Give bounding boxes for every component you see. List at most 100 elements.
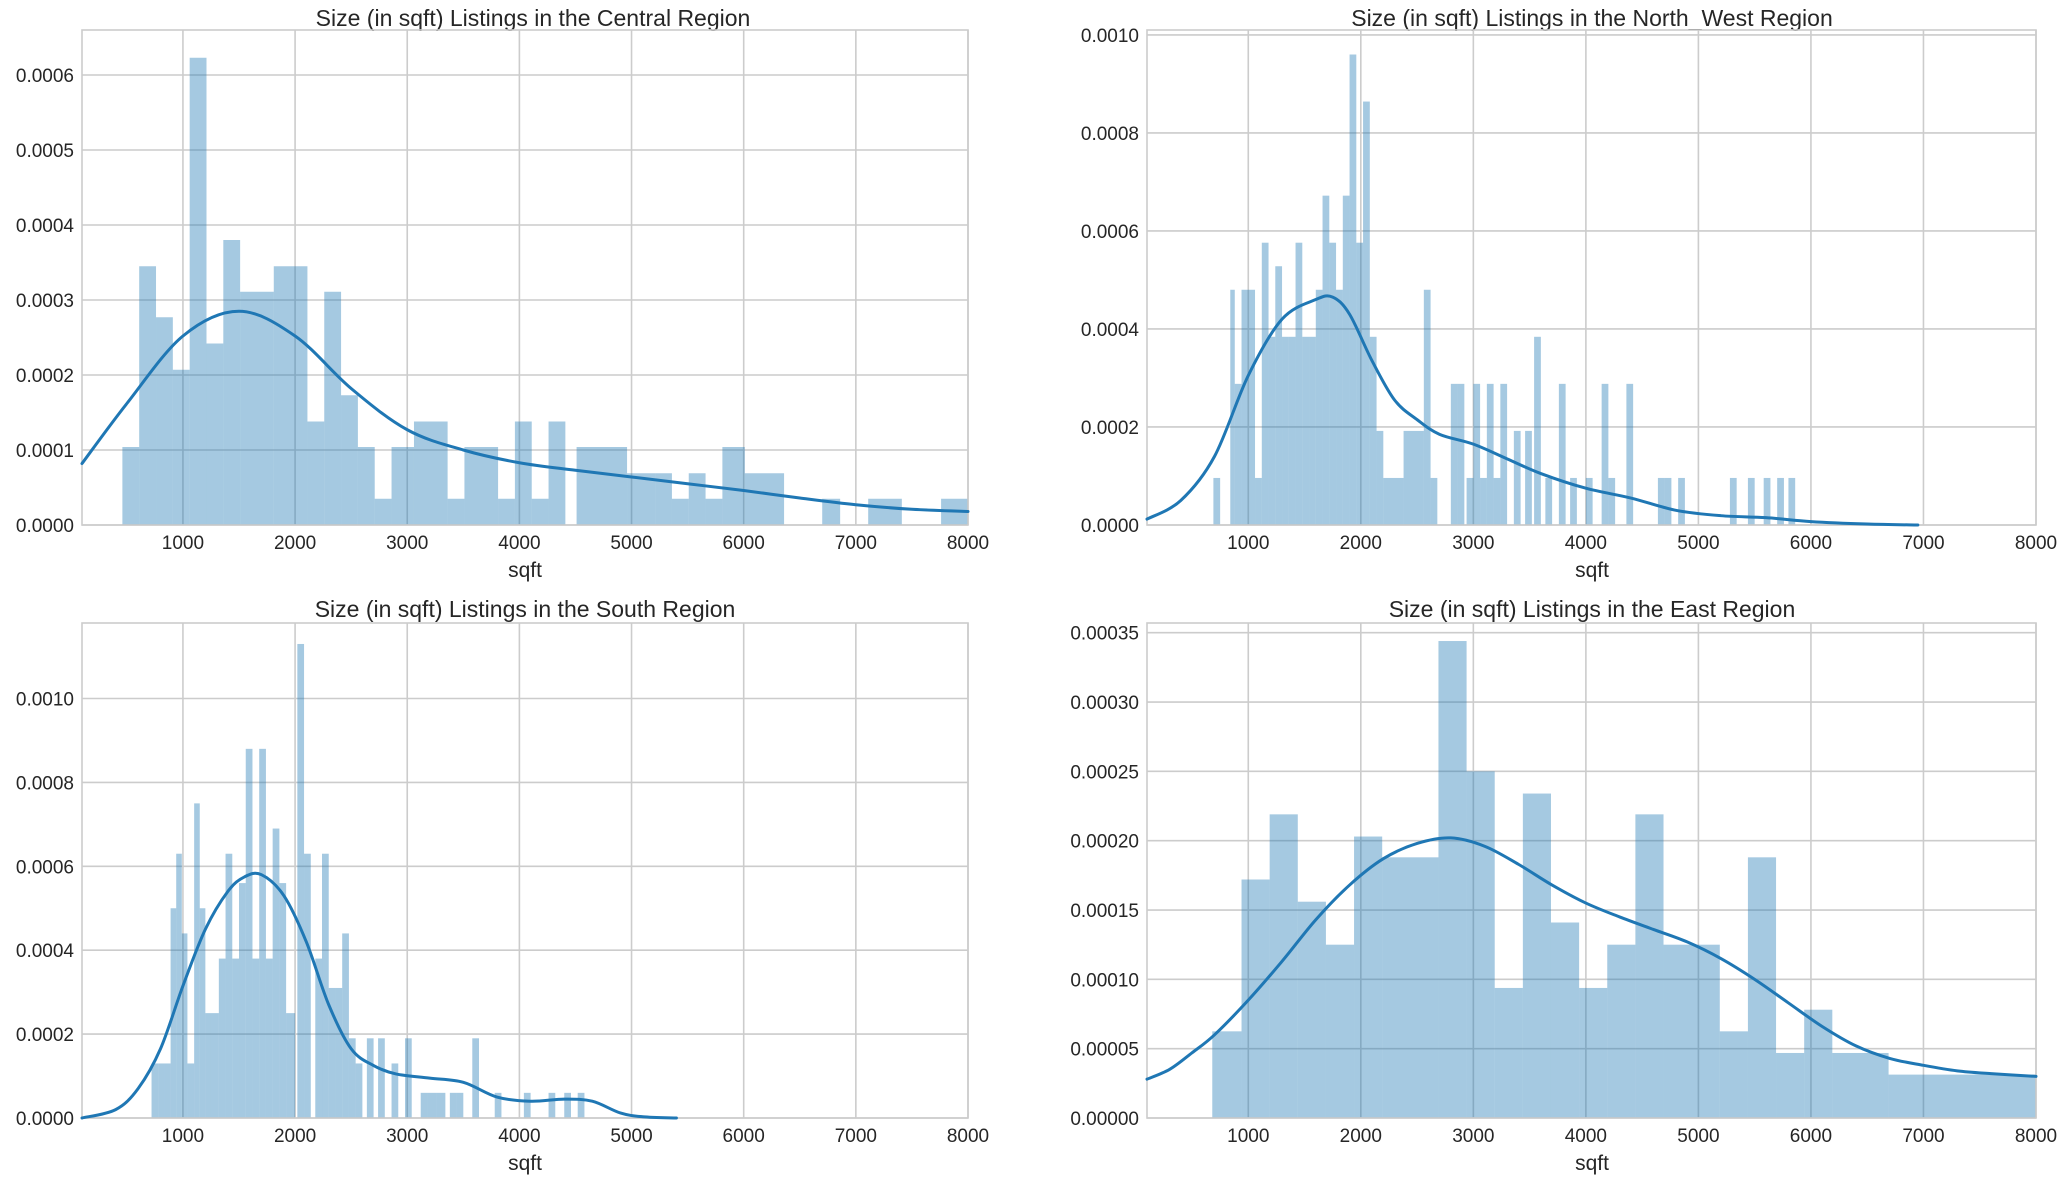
histogram-bar [464,447,499,525]
histogram-bar [335,987,343,1118]
y-tick-label: 0.00030 [1070,693,1139,714]
histogram-bar [1534,336,1541,525]
x-tick-label: 8000 [2015,533,2057,554]
y-tick-label: 0.0006 [16,66,74,87]
histogram-bar [122,447,140,525]
histogram-bar [1354,836,1383,1118]
histogram-bar [1363,101,1370,526]
histogram-bar [671,498,689,525]
histogram-bar [1241,289,1249,525]
histogram-bar [744,473,785,525]
y-tick-label: 0.00035 [1070,624,1139,645]
x-axis-label: sqft [1575,559,1609,582]
y-tick-label: 0.0002 [1081,418,1139,439]
x-tick-label: 3000 [1452,533,1494,554]
histogram-bar [1776,1052,1805,1118]
histogram-bar [1626,383,1634,525]
histogram-bar [1585,477,1593,525]
y-tick-label: 0.0004 [16,941,75,962]
x-tick-label: 4000 [1565,1126,1607,1147]
x-tick-label: 1000 [162,533,204,554]
x-tick-label: 5000 [1677,1126,1719,1147]
histogram-bar [1369,336,1377,525]
histogram-bar [1888,1074,2036,1118]
y-tick-label: 0.0002 [16,366,74,387]
histogram-bar [1212,1031,1242,1118]
histogram-bar [1315,289,1323,525]
histogram-bar [456,1092,464,1118]
y-tick-labels: 0.00000 0.00005 0.00010 0.00015 0.00020 0.000… [1070,624,1139,1130]
y-tick-labels: 0.0000 0.0002 0.0004 0.0006 0.0008 0.0010 [1081,26,1140,537]
histogram-bar [210,1013,219,1118]
x-tick-label: 1000 [1227,1126,1269,1147]
histogram-bar [1302,336,1310,525]
histogram-bar [1513,430,1521,525]
histogram-bar [225,853,233,1118]
histogram-bar [199,908,206,1118]
histogram-bar [822,498,841,525]
histogram-bar [1241,879,1270,1118]
histogram-bar [1295,242,1303,525]
histogram-bar [1309,336,1316,525]
histogram-bar [279,883,287,1118]
x-tick-label: 8000 [947,1126,989,1147]
x-tick-label: 2000 [1340,1126,1382,1147]
histogram-bar [245,748,253,1118]
x-axis-label: sqft [1575,1152,1609,1175]
x-tick-label: 7000 [1902,1126,1944,1147]
plot-frame [81,622,969,1119]
histogram-bar [523,1092,531,1118]
histogram-bar [498,498,515,525]
histogram-bar [1288,336,1296,525]
histogram-bar [307,421,325,525]
histogram-bar [627,473,656,525]
gridlines [82,30,969,526]
x-tick-label: 7000 [1902,533,1944,554]
x-tick-label: 5000 [610,1126,652,1147]
histogram-bar [156,317,173,525]
histogram-bar [357,447,375,525]
histogram-bar [206,343,224,525]
plot-frame [1146,29,2037,526]
histogram-bar [449,1092,457,1118]
histogram-bar [564,1092,571,1118]
histogram-bar [181,933,188,1118]
y-tick-label: 0.00025 [1070,762,1139,783]
axes-frame [1146,622,2037,1119]
histogram-bar [1608,477,1616,525]
y-tick-label: 0.0000 [16,516,74,537]
histogram-bar [722,447,745,525]
histogram-bar [265,958,273,1118]
histogram-bar [1383,477,1404,525]
kde-curve [1145,294,1920,527]
histogram-bar [1570,477,1577,525]
histogram-bars [151,643,585,1118]
y-tick-label: 0.0008 [16,773,74,794]
histogram-bar [1282,336,1289,525]
histogram-bar [1322,195,1330,525]
x-axis-label: sqft [508,1152,542,1175]
y-tick-label: 0.0006 [1081,222,1139,243]
histogram-bar [1635,814,1664,1118]
x-tick-label: 7000 [835,1126,877,1147]
histogram-bar [348,1038,356,1118]
histogram-bar [1269,814,1298,1118]
y-tick-label: 0.0010 [1081,26,1139,47]
histogram-bar [328,987,336,1118]
histogram-bar [151,1063,159,1118]
histogram-bars [122,57,968,525]
histogram-bar [240,291,274,525]
histogram-bar [297,643,305,1118]
x-tick-label: 3000 [386,1126,428,1147]
histogram-bar [1664,477,1672,525]
histogram-bar [413,421,448,525]
histogram-bar [531,498,549,525]
histogram-bar [139,266,157,525]
histogram-bar [1473,383,1481,525]
histogram-bar [1558,383,1566,525]
x-tick-labels: 1000 2000 3000 4000 5000 6000 7000 8000 [162,1126,989,1147]
histogram-bar [576,447,628,525]
histogram-bar [286,1013,296,1118]
histogram-bar [1349,54,1357,526]
histogram-bar [272,828,280,1118]
